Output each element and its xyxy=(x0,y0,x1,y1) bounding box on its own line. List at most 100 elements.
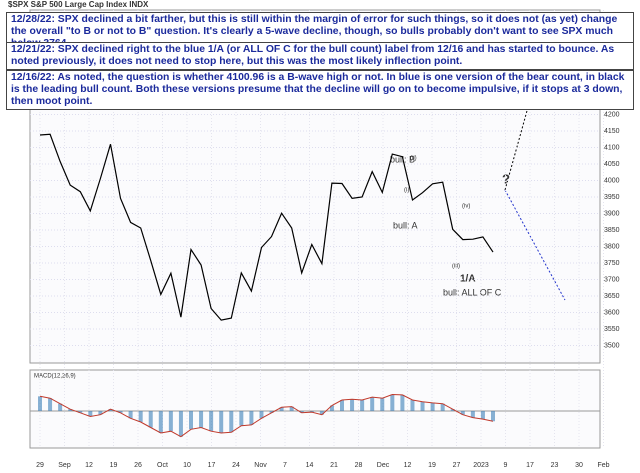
macd-histogram xyxy=(199,411,204,428)
macd-histogram xyxy=(319,411,324,415)
y-tick-label: 4000 xyxy=(604,177,620,184)
macd-histogram xyxy=(249,411,254,425)
x-tick-label: 9 xyxy=(504,462,508,469)
x-tick-label: 2023 xyxy=(473,462,489,469)
macd-histogram xyxy=(470,411,475,418)
wave-label: (ii) xyxy=(410,156,417,162)
price-line xyxy=(39,133,494,321)
macd-histogram xyxy=(98,411,103,415)
x-tick-label: 12 xyxy=(85,462,93,469)
macd-histogram xyxy=(329,405,334,411)
macd-label: MACD(12,26,9) xyxy=(34,374,76,380)
macd-histogram xyxy=(340,400,344,411)
macd-histogram xyxy=(58,403,63,411)
header: $SPX S&P 500 Large Cap Index INDX xyxy=(8,0,149,9)
y-tick-label: 4050 xyxy=(604,161,620,168)
wave-label: (iv) xyxy=(462,204,470,210)
x-tick-label: 30 xyxy=(575,462,583,469)
macd-histogram xyxy=(380,398,385,411)
bear-projection xyxy=(504,189,566,301)
y-tick-label: 3550 xyxy=(604,326,620,333)
macd-histogram xyxy=(350,399,355,411)
y-tick-label: 3650 xyxy=(604,293,620,300)
wave-label: (i) xyxy=(404,188,409,194)
x-tick-label: 21 xyxy=(330,462,338,469)
macd-histogram xyxy=(78,411,83,413)
macd-histogram xyxy=(88,411,93,417)
macd-histogram xyxy=(269,411,274,413)
x-tick-label: 19 xyxy=(110,462,118,469)
y-tick-label: 4150 xyxy=(604,128,620,135)
macd-histogram xyxy=(48,398,53,411)
macd-histogram xyxy=(410,400,415,411)
y-tick-label: 3500 xyxy=(604,342,620,349)
macd-histogram xyxy=(420,401,425,411)
x-tick-label: Dec xyxy=(377,462,390,469)
macd-histogram xyxy=(178,411,183,437)
x-tick-label: 28 xyxy=(355,462,363,469)
y-tick-label: 3850 xyxy=(604,227,620,234)
macd-histogram xyxy=(118,411,123,413)
macd-histogram xyxy=(309,411,314,413)
note: 12/16/22: As noted, the question is whet… xyxy=(6,70,634,110)
macd-histogram xyxy=(108,409,113,411)
y-tick-label: 3750 xyxy=(604,260,620,267)
macd-histogram xyxy=(279,407,284,411)
x-tick-label: Sep xyxy=(58,462,71,469)
x-tick-label: 24 xyxy=(232,462,240,469)
macd-histogram xyxy=(390,394,395,411)
x-tick-label: 27 xyxy=(453,462,461,469)
macd-histogram xyxy=(480,411,485,420)
macd-histogram xyxy=(289,406,294,411)
x-tick-label: 23 xyxy=(551,462,559,469)
y-tick-label: 3950 xyxy=(604,194,620,201)
macd-line xyxy=(39,393,494,438)
macd-histogram xyxy=(360,400,365,411)
macd-histogram xyxy=(239,411,244,426)
macd-histogram xyxy=(138,411,143,422)
annotation: 1/A xyxy=(460,274,476,285)
macd-histogram xyxy=(491,411,495,422)
x-tick-label: Feb xyxy=(597,462,609,469)
macd-histogram xyxy=(430,402,435,411)
x-tick-label: Nov xyxy=(254,462,267,469)
x-tick-label: 17 xyxy=(526,462,534,469)
macd-histogram xyxy=(158,411,163,433)
macd-histogram xyxy=(460,411,465,415)
macd-histogram xyxy=(400,394,405,411)
macd-histogram xyxy=(259,411,264,419)
y-tick-label: 3800 xyxy=(604,243,620,250)
macd-histogram xyxy=(209,411,214,432)
y-tick-label: 4100 xyxy=(604,144,620,151)
y-tick-label: 3700 xyxy=(604,276,620,283)
macd-histogram xyxy=(128,411,133,419)
note: 12/21/22: SPX declined right to the blue… xyxy=(6,42,634,70)
macd-histogram xyxy=(148,411,153,428)
x-tick-label: 10 xyxy=(183,462,191,469)
macd-histogram xyxy=(299,411,304,413)
annotation: bull: ALL OF C xyxy=(443,287,502,297)
macd-histogram xyxy=(38,396,42,411)
y-tick-label: 3600 xyxy=(604,309,620,316)
y-tick-label: 4200 xyxy=(604,111,620,118)
annotation: bull: A xyxy=(393,220,418,230)
macd-histogram xyxy=(450,409,455,411)
x-tick-label: 29 xyxy=(36,462,44,469)
x-tick-label: 14 xyxy=(306,462,314,469)
macd-histogram xyxy=(68,409,73,411)
macd-histogram xyxy=(189,411,193,430)
x-tick-label: Oct xyxy=(157,462,168,469)
macd-histogram xyxy=(370,397,375,411)
macd-histogram xyxy=(440,403,445,411)
x-tick-label: 26 xyxy=(134,462,142,469)
x-tick-label: 19 xyxy=(428,462,436,469)
wave-label: (iii) xyxy=(452,264,460,270)
y-tick-label: 3900 xyxy=(604,210,620,217)
macd-histogram xyxy=(168,411,173,432)
x-tick-label: 12 xyxy=(404,462,412,469)
x-tick-label: 17 xyxy=(208,462,216,469)
macd-histogram xyxy=(229,411,234,433)
x-tick-label: 7 xyxy=(283,462,287,469)
macd-panel xyxy=(29,369,601,449)
